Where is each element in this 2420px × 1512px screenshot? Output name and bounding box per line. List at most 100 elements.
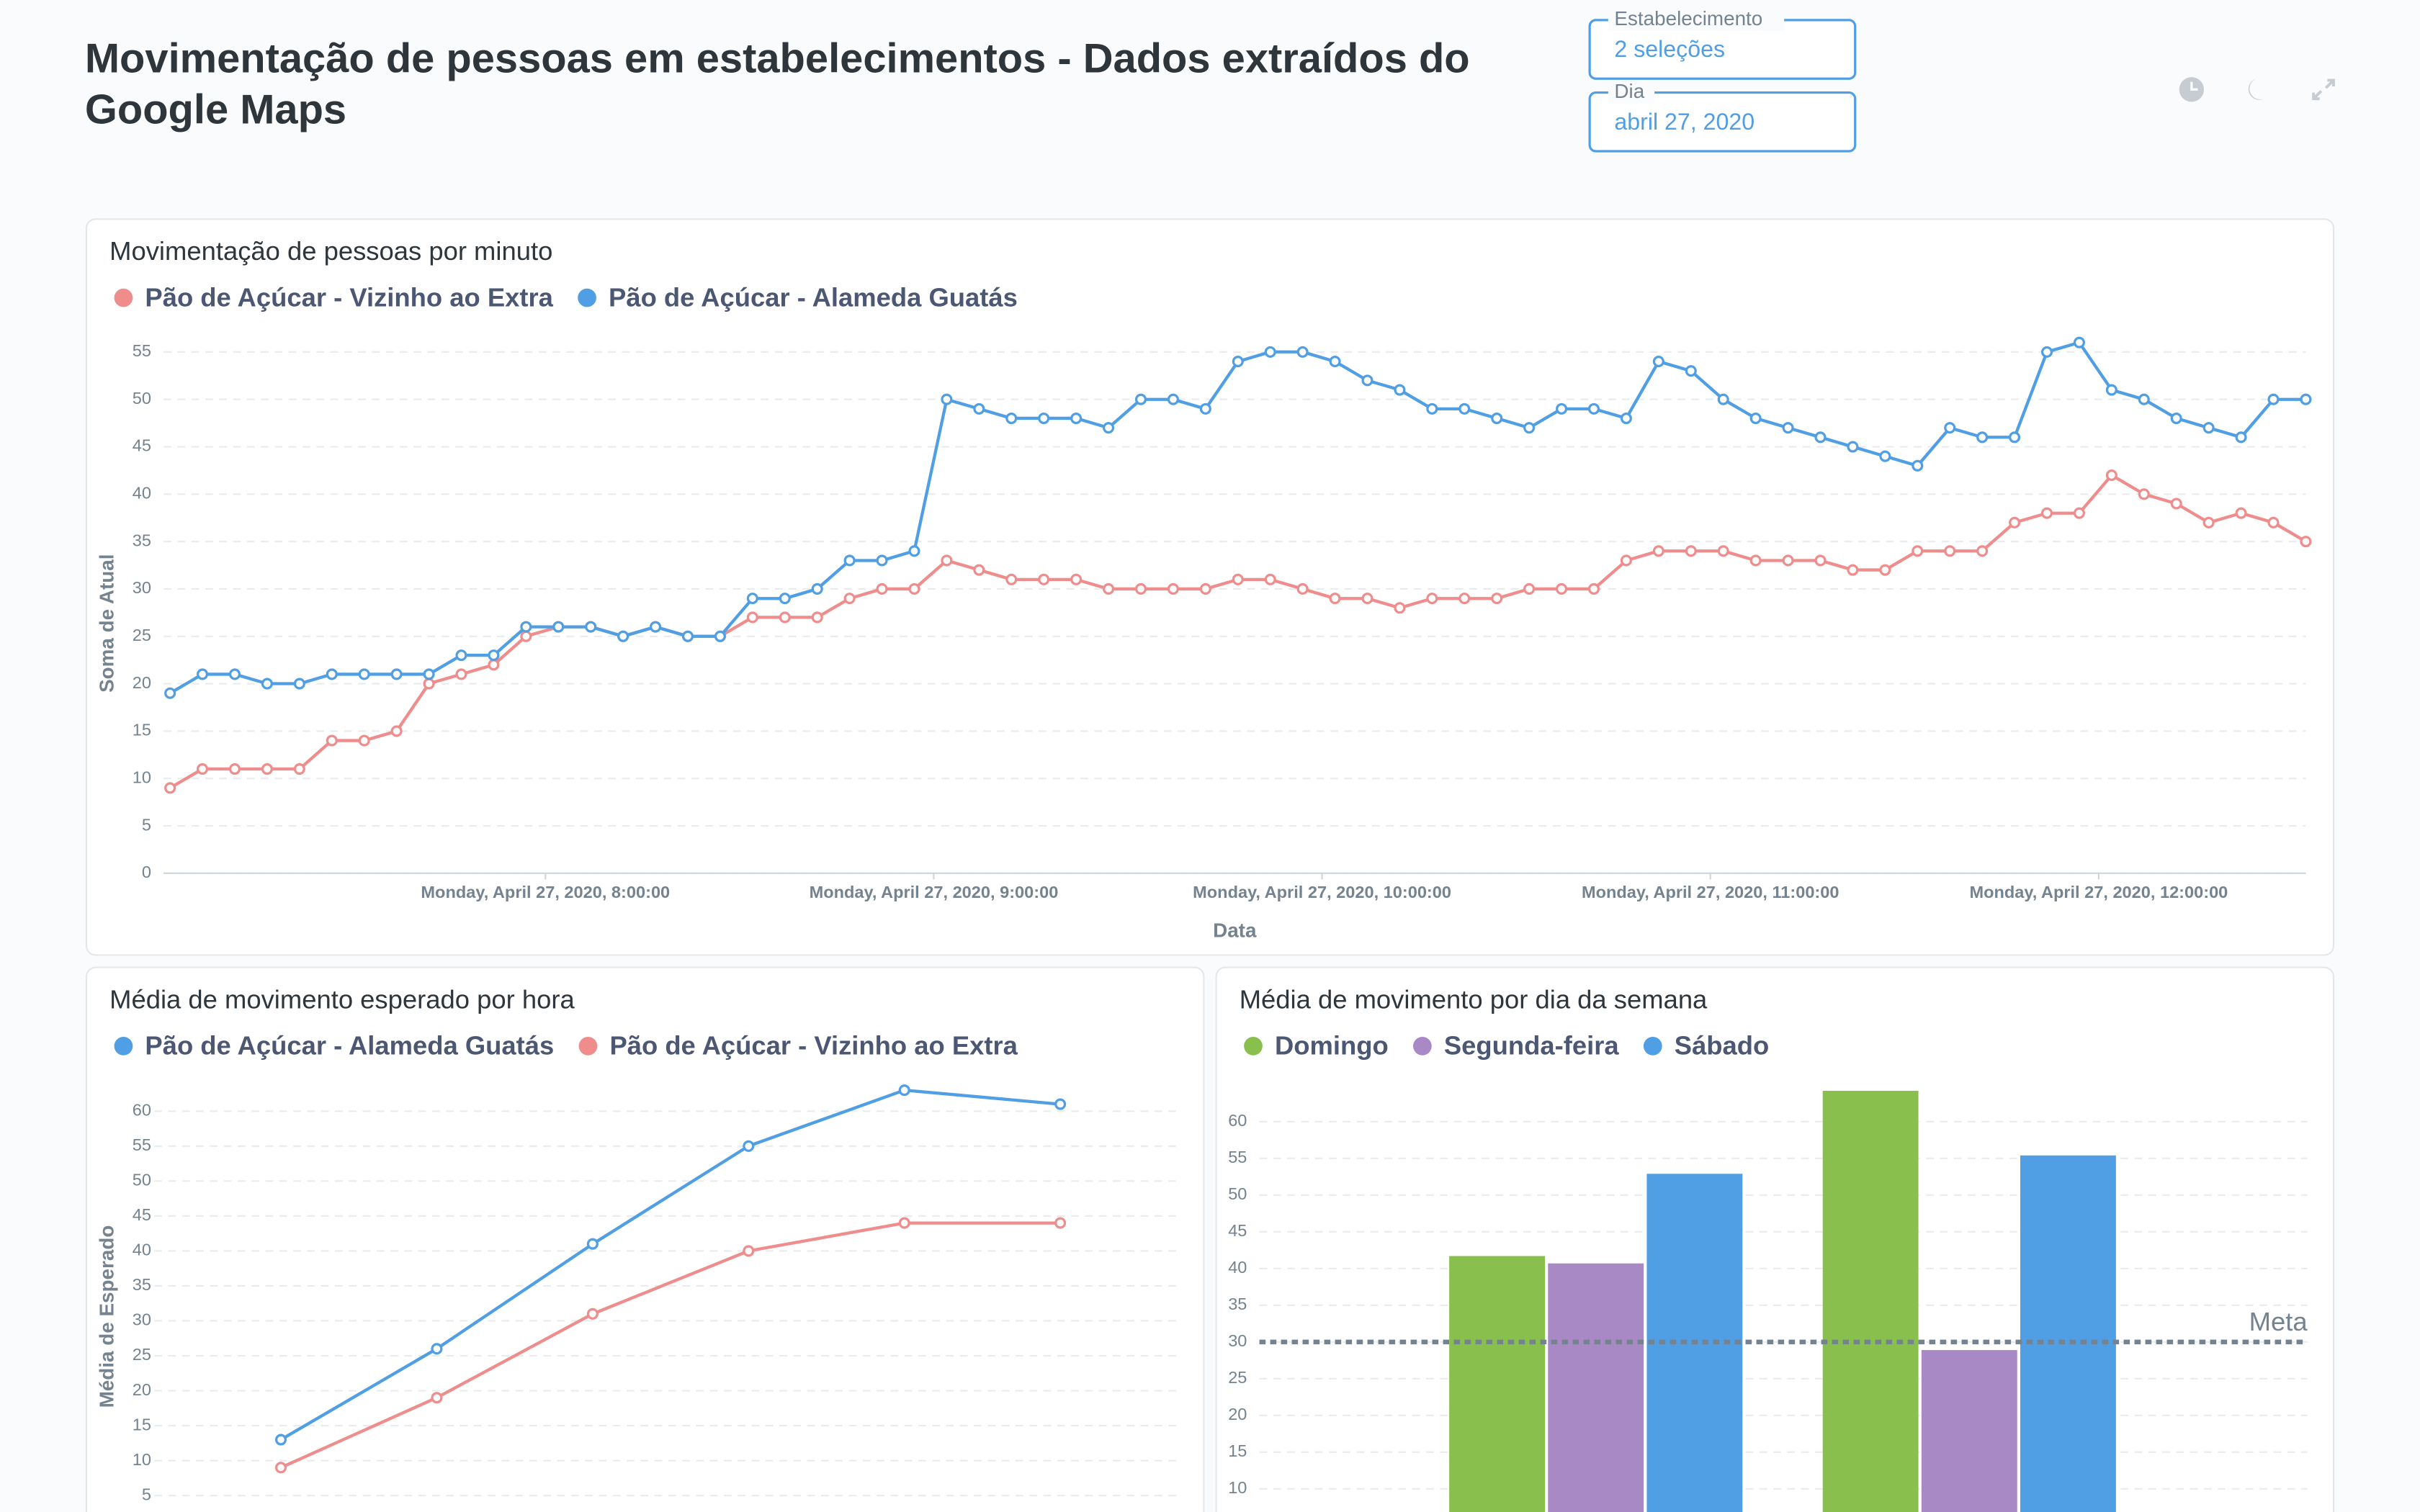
data-point	[2073, 507, 2085, 519]
bar	[2020, 1155, 2116, 1512]
data-point	[431, 1392, 443, 1404]
data-point	[488, 659, 500, 671]
y-tick-label: 55	[133, 341, 151, 360]
data-point	[2235, 431, 2247, 444]
data-point	[1005, 573, 1018, 585]
filter[interactable]: Estabelecimento 2 seleções	[1588, 7, 1857, 80]
data-point	[2267, 516, 2280, 528]
x-tick-label: Monday, April 27, 2020, 9:00:00	[810, 883, 1059, 901]
data-point	[843, 554, 856, 567]
filter-value[interactable]: abril 27, 2020	[1614, 109, 1754, 135]
y-axis-title: Soma de Atual	[95, 554, 117, 693]
y-tick-label: 10	[133, 1450, 151, 1469]
data-point	[585, 621, 597, 633]
clock-icon[interactable]	[2179, 77, 2204, 102]
chart-title: Movimentação de pessoas por minuto	[109, 236, 552, 266]
bar	[1822, 1091, 1919, 1512]
data-point	[228, 763, 241, 775]
data-point	[1264, 573, 1276, 585]
icon-hand	[2190, 81, 2198, 91]
data-point	[1134, 582, 1147, 595]
data-point	[2040, 507, 2053, 519]
data-point	[164, 687, 176, 699]
data-point	[1814, 554, 1827, 567]
fullscreen-icon[interactable]	[2312, 78, 2335, 101]
legend-label: Pão de Açúcar - Vizinho ao Extra	[145, 282, 553, 312]
data-point	[1523, 582, 1536, 595]
filter[interactable]: Dia abril 27, 2020	[1588, 80, 1857, 153]
data-point	[586, 1238, 599, 1250]
bar	[1548, 1263, 1644, 1512]
data-point	[586, 1308, 599, 1320]
data-point	[261, 763, 273, 775]
data-point	[2235, 507, 2247, 519]
data-point	[274, 1462, 287, 1474]
data-point	[326, 734, 338, 747]
y-tick-label: 50	[133, 1171, 151, 1189]
legend-swatch	[1244, 1037, 1263, 1056]
data-point	[1749, 554, 1762, 567]
y-tick-label: 25	[133, 626, 151, 644]
data-point	[390, 725, 403, 737]
legend-swatch	[1643, 1037, 1662, 1056]
y-tick-label: 20	[1228, 1405, 1247, 1423]
x-tick-label: Monday, April 27, 2020, 12:00:00	[1969, 883, 2228, 901]
y-tick-label: 5	[142, 1485, 151, 1503]
data-point	[1070, 573, 1083, 585]
data-point	[1976, 545, 1989, 557]
data-point	[2300, 536, 2312, 548]
y-axis-title: Média de Esperado	[95, 1225, 117, 1408]
x-axis-title: Data	[1213, 919, 1257, 942]
data-point	[1652, 356, 1664, 368]
data-point	[455, 649, 467, 662]
icon-shape[interactable]	[2312, 78, 2335, 101]
data-point	[197, 668, 209, 680]
data-point	[1232, 573, 1244, 585]
data-point	[743, 1245, 755, 1257]
data-point	[1620, 412, 1632, 425]
data-point	[1361, 374, 1373, 387]
data-point	[941, 393, 953, 405]
legend-label: Pão de Açúcar - Alameda Guatás	[609, 282, 1018, 312]
filter-value[interactable]: 2 seleções	[1614, 36, 1725, 62]
legend-swatch	[578, 1037, 598, 1056]
x-tick-label: Monday, April 27, 2020, 8:00:00	[421, 883, 670, 901]
data-point	[358, 668, 370, 680]
data-point	[1134, 393, 1147, 405]
y-tick-label: 15	[133, 1415, 151, 1434]
card	[85, 966, 1205, 1512]
data-point	[779, 611, 791, 624]
bar	[1449, 1256, 1545, 1512]
series-line	[280, 1221, 1061, 1470]
data-point	[617, 630, 629, 642]
data-point	[164, 782, 176, 794]
data-point	[1038, 412, 1050, 425]
data-point	[1103, 582, 1115, 595]
data-point	[1329, 593, 1341, 605]
y-tick-label: 15	[133, 721, 151, 739]
data-point	[811, 582, 823, 595]
y-tick-label: 30	[133, 1310, 151, 1329]
data-point	[455, 668, 467, 680]
y-tick-label: 30	[133, 578, 151, 597]
data-point	[1717, 545, 1729, 557]
data-point	[2170, 498, 2182, 510]
filter-box[interactable]	[1588, 91, 1857, 153]
y-tick-label: 15	[1228, 1441, 1247, 1460]
data-point	[1523, 422, 1536, 434]
y-tick-label: 25	[133, 1345, 151, 1364]
data-point	[293, 678, 305, 690]
data-point	[1394, 384, 1406, 396]
data-point	[197, 763, 209, 775]
data-point	[1070, 412, 1083, 425]
data-point	[1296, 346, 1309, 358]
data-point	[293, 763, 305, 775]
data-point	[1167, 393, 1179, 405]
data-point	[520, 630, 532, 642]
data-point	[1685, 545, 1697, 557]
data-point	[2138, 488, 2150, 500]
legend-label: Segunda-feira	[1444, 1031, 1620, 1061]
x-tick-label: Monday, April 27, 2020, 10:00:00	[1193, 883, 1451, 901]
y-tick-label: 35	[133, 1275, 151, 1294]
bar	[1921, 1350, 2017, 1512]
